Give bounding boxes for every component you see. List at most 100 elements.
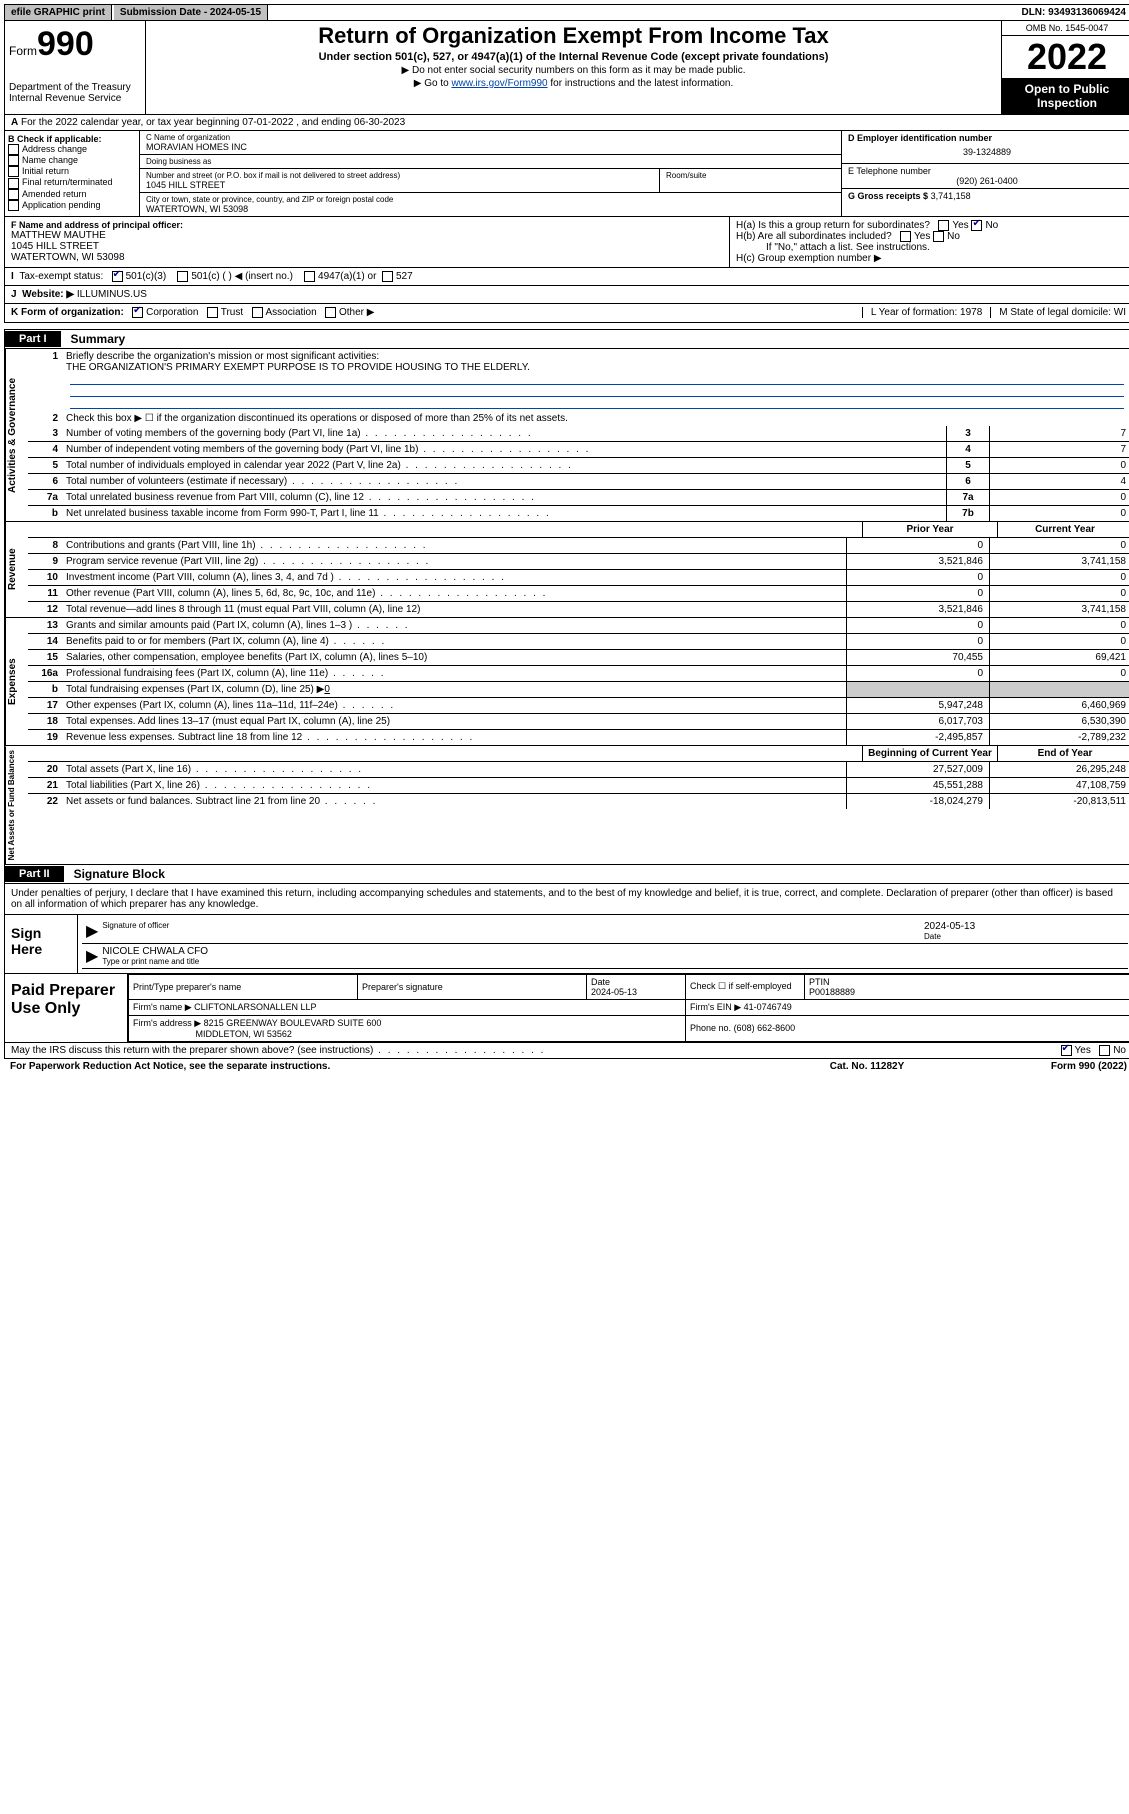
chk-4947[interactable] [304, 271, 315, 282]
firm-ein: 41-0746749 [744, 1002, 792, 1012]
val-8p: 0 [846, 538, 989, 553]
lbl-4947: 4947(a)(1) or [318, 271, 376, 282]
website-label: Website: ▶ [22, 289, 74, 300]
ein-value: 39-1324889 [848, 143, 1126, 161]
firm-name: CLIFTONLARSONALLEN LLP [194, 1002, 316, 1012]
chk-amended-return[interactable]: Amended return [8, 189, 136, 200]
val-22p: -18,024,279 [846, 794, 989, 809]
goto-post: for instructions and the latest informat… [548, 78, 734, 89]
preparer-date: 2024-05-13 [591, 987, 637, 997]
dba-label: Doing business as [146, 157, 835, 166]
footer-catno: Cat. No. 11282Y [767, 1061, 967, 1072]
room-label: Room/suite [666, 171, 835, 180]
val-14c: 0 [989, 634, 1129, 649]
form-number: 990 [37, 25, 94, 63]
city-state-zip: WATERTOWN, WI 53098 [146, 204, 835, 214]
phone-value: (920) 261-0400 [848, 176, 1126, 186]
discuss-yes-chk[interactable] [1061, 1045, 1072, 1056]
val-15c: 69,421 [989, 650, 1129, 665]
preparer-date-hdr: Date [591, 977, 610, 987]
officer-name: MATTHEW MAUTHE [11, 230, 723, 241]
side-activities: Activities & Governance [5, 349, 28, 521]
line-8: Contributions and grants (Part VIII, lin… [62, 538, 846, 553]
line-10: Investment income (Part VIII, column (A)… [62, 570, 846, 585]
line-12: Total revenue—add lines 8 through 11 (mu… [62, 602, 846, 617]
chk-trust[interactable] [207, 307, 218, 318]
name-title-label: Type or print name and title [102, 957, 208, 966]
val-21c: 47,108,759 [989, 778, 1129, 793]
officer-street: 1045 HILL STREET [11, 241, 723, 252]
val-18p: 6,017,703 [846, 714, 989, 729]
val-13c: 0 [989, 618, 1129, 633]
val-17p: 5,947,248 [846, 698, 989, 713]
irs-link[interactable]: www.irs.gov/Form990 [451, 78, 547, 89]
val-16ap: 0 [846, 666, 989, 681]
chk-501c3[interactable] [112, 271, 123, 282]
val-9c: 3,741,158 [989, 554, 1129, 569]
side-netassets: Net Assets or Fund Balances [5, 746, 28, 864]
val-19p: -2,495,857 [846, 730, 989, 745]
val-12c: 3,741,158 [989, 602, 1129, 617]
val-5: 0 [989, 458, 1129, 473]
lbl-501c: 501(c) ( ) ◀ (insert no.) [191, 271, 293, 282]
chk-address-change[interactable]: Address change [8, 144, 136, 155]
preparer-name-hdr: Print/Type preparer's name [129, 974, 358, 999]
hdr-beginning: Beginning of Current Year [862, 746, 997, 761]
hdr-end: End of Year [997, 746, 1129, 761]
self-employed-chk[interactable]: Check ☐ if self-employed [686, 974, 805, 999]
chk-527[interactable] [382, 271, 393, 282]
chk-final-return[interactable]: Final return/terminated [8, 177, 136, 188]
topbar-spacer [270, 11, 1013, 15]
val-10p: 0 [846, 570, 989, 585]
name-arrow-icon: ▶ [86, 946, 98, 966]
chk-name-change[interactable]: Name change [8, 155, 136, 166]
val-3: 7 [989, 426, 1129, 441]
chk-corporation[interactable] [132, 307, 143, 318]
part-i-tag: Part I [5, 331, 61, 347]
val-10c: 0 [989, 570, 1129, 585]
line-16a: Professional fundraising fees (Part IX, … [62, 666, 846, 681]
submission-date-button[interactable]: Submission Date - 2024-05-15 [114, 5, 268, 20]
tax-year: 2022 [1002, 36, 1129, 78]
chk-association[interactable] [252, 307, 263, 318]
officer-name-title: NICOLE CHWALA CFO [102, 946, 208, 957]
lbl-501c3: 501(c)(3) [126, 271, 167, 282]
line-2: Check this box ▶ ☐ if the organization d… [62, 411, 1129, 426]
chk-initial-return[interactable]: Initial return [8, 166, 136, 177]
discuss-no-chk[interactable] [1099, 1045, 1110, 1056]
goto-note: ▶ Go to www.irs.gov/Form990 for instruct… [152, 78, 995, 89]
chk-application-pending[interactable]: Application pending [8, 200, 136, 211]
omb-number: OMB No. 1545-0047 [1002, 21, 1129, 36]
footer-form: Form 990 (2022) [967, 1061, 1127, 1072]
city-label: City or town, state or province, country… [146, 195, 835, 204]
line-11: Other revenue (Part VIII, column (A), li… [62, 586, 846, 601]
firm-addr1: 8215 GREENWAY BOULEVARD SUITE 600 [204, 1018, 382, 1028]
h-b-note: If "No," attach a list. See instructions… [736, 242, 1126, 253]
line-22: Net assets or fund balances. Subtract li… [62, 794, 846, 809]
tax-exempt-label: Tax-exempt status: [19, 271, 103, 282]
col-b-checkboxes: B Check if applicable: Address change Na… [5, 131, 140, 216]
line-18: Total expenses. Add lines 13–17 (must eq… [62, 714, 846, 729]
h-a-question: H(a) Is this a group return for subordin… [736, 220, 1126, 231]
lbl-assoc: Association [266, 308, 317, 319]
mission-value: THE ORGANIZATION'S PRIMARY EXEMPT PURPOS… [66, 362, 530, 373]
val-11p: 0 [846, 586, 989, 601]
firm-phone-label: Phone no. [690, 1023, 731, 1033]
k-label: K Form of organization: [11, 308, 124, 319]
mission-line-blank1 [70, 373, 1124, 385]
addr-label: Number and street (or P.O. box if mail i… [146, 171, 653, 180]
discuss-no: No [1113, 1045, 1126, 1056]
efile-print-button[interactable]: efile GRAPHIC print [5, 5, 112, 20]
lbl-corp: Corporation [146, 308, 198, 319]
f-officer-label: F Name and address of principal officer: [11, 220, 723, 230]
ein-label: D Employer identification number [848, 133, 1126, 143]
dept-treasury: Department of the Treasury Internal Reve… [9, 82, 141, 104]
sign-date: 2024-05-13 [924, 921, 1124, 932]
chk-501c[interactable] [177, 271, 188, 282]
val-16ac: 0 [989, 666, 1129, 681]
ptin-label: PTIN [809, 977, 830, 987]
chk-other[interactable] [325, 307, 336, 318]
side-revenue: Revenue [5, 522, 28, 617]
discuss-question: May the IRS discuss this return with the… [11, 1045, 1061, 1056]
perjury-statement: Under penalties of perjury, I declare th… [4, 884, 1129, 915]
